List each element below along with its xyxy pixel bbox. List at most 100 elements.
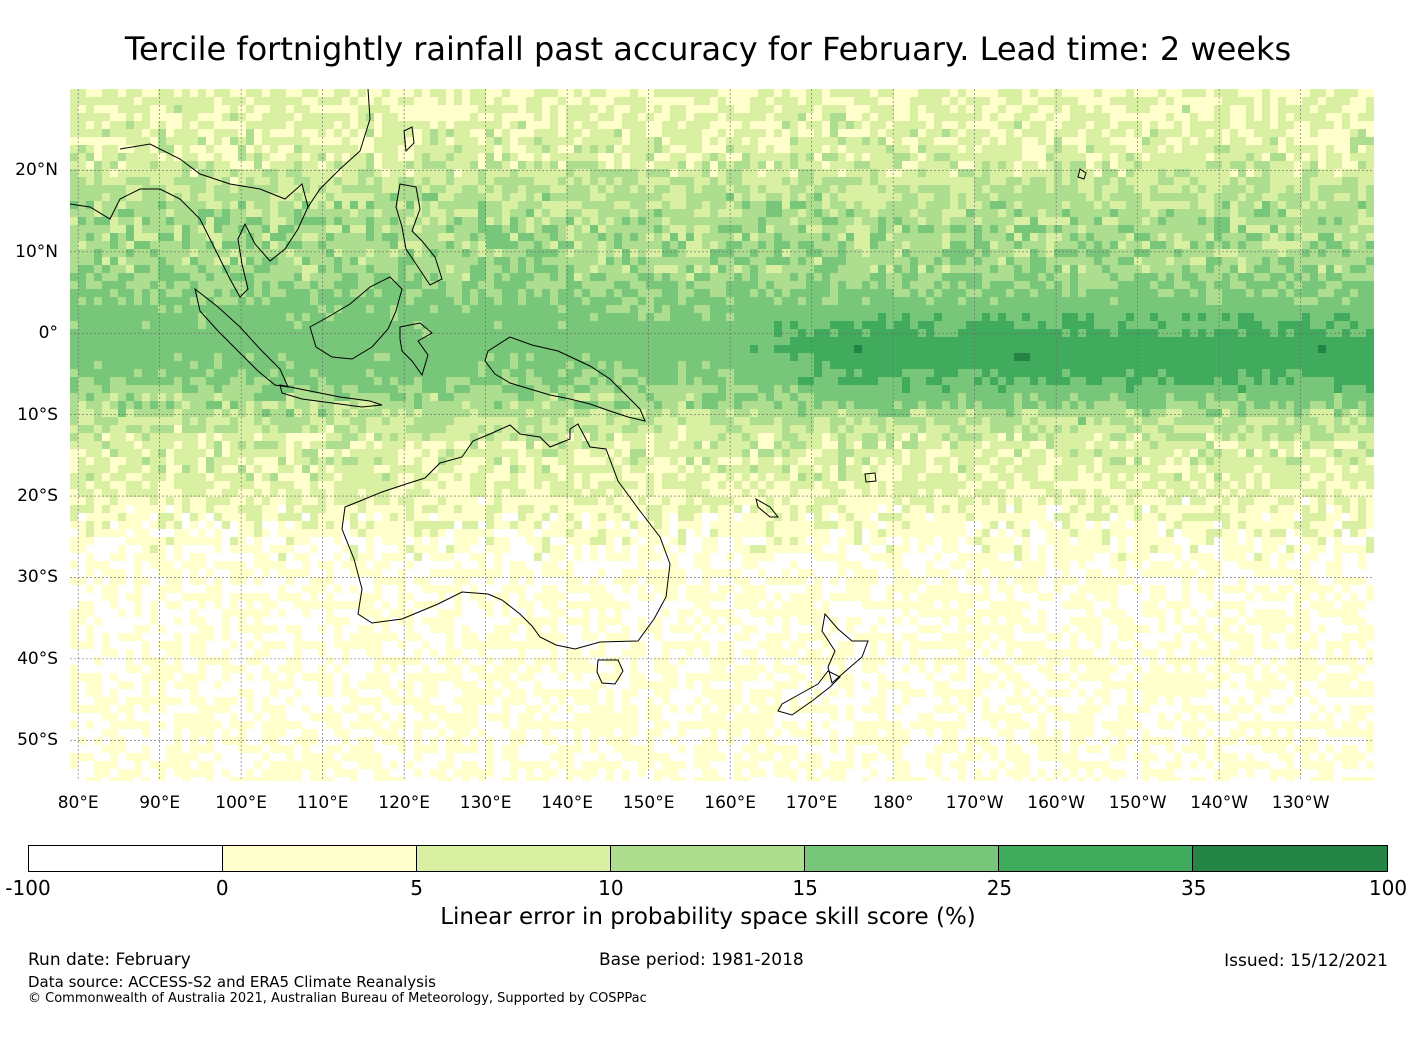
skill-cell [1126, 249, 1134, 257]
skill-cell [1038, 89, 1046, 97]
skill-cell [414, 217, 422, 225]
skill-cell [966, 129, 974, 137]
skill-cell [782, 121, 790, 129]
skill-cell [102, 249, 110, 257]
skill-cell [862, 321, 870, 329]
skill-cell [1230, 297, 1238, 305]
skill-cell [1038, 145, 1046, 153]
skill-cell [382, 137, 390, 145]
skill-cell [398, 89, 406, 97]
skill-cell [86, 185, 94, 193]
skill-cell [1342, 241, 1350, 249]
skill-cell [134, 209, 142, 217]
skill-cell [846, 105, 854, 113]
skill-cell [870, 129, 878, 137]
skill-cell [1126, 89, 1134, 97]
skill-cell [1166, 305, 1174, 313]
skill-cell [518, 209, 526, 217]
skill-cell [702, 233, 710, 241]
skill-cell [510, 321, 518, 329]
skill-cell [1142, 241, 1150, 249]
skill-cell [710, 209, 718, 217]
skill-cell [974, 121, 982, 129]
skill-cell [454, 273, 462, 281]
skill-cell [1046, 177, 1054, 185]
skill-cell [206, 89, 214, 97]
skill-cell [582, 225, 590, 233]
skill-cell [398, 305, 406, 313]
skill-cell [958, 257, 966, 265]
skill-cell [358, 241, 366, 249]
skill-cell [390, 265, 398, 273]
skill-cell [1142, 153, 1150, 161]
skill-cell [70, 289, 78, 297]
skill-cell [414, 313, 422, 321]
skill-cell [150, 137, 158, 145]
skill-cell [614, 281, 622, 289]
skill-cell [1206, 177, 1214, 185]
skill-cell [894, 289, 902, 297]
skill-cell [214, 185, 222, 193]
skill-cell [534, 281, 542, 289]
skill-cell [614, 169, 622, 177]
skill-cell [1366, 217, 1374, 225]
skill-cell [878, 209, 886, 217]
skill-cell [918, 153, 926, 161]
skill-cell [638, 177, 646, 185]
skill-cell [662, 169, 670, 177]
skill-cell [166, 241, 174, 249]
skill-cell [814, 97, 822, 105]
skill-cell [150, 265, 158, 273]
skill-cell [1310, 121, 1318, 129]
skill-cell [1062, 121, 1070, 129]
skill-cell [1046, 201, 1054, 209]
skill-cell [926, 193, 934, 201]
skill-cell [670, 209, 678, 217]
skill-cell [414, 153, 422, 161]
skill-cell [1366, 313, 1374, 321]
skill-cell [406, 161, 414, 169]
skill-cell [1214, 145, 1222, 153]
skill-cell [1110, 297, 1118, 305]
skill-cell [950, 137, 958, 145]
skill-cell [1326, 145, 1334, 153]
skill-cell [158, 265, 166, 273]
skill-cell [1158, 97, 1166, 105]
skill-cell [1358, 233, 1366, 241]
skill-cell [598, 153, 606, 161]
skill-cell [478, 217, 486, 225]
skill-cell [654, 89, 662, 97]
skill-cell [662, 217, 670, 225]
skill-cell [814, 321, 822, 329]
skill-cell [998, 137, 1006, 145]
skill-cell [430, 273, 438, 281]
skill-cell [734, 289, 742, 297]
skill-cell [110, 257, 118, 265]
skill-cell [406, 241, 414, 249]
skill-cell [638, 97, 646, 105]
skill-cell [574, 289, 582, 297]
skill-cell [1062, 273, 1070, 281]
skill-cell [1190, 305, 1198, 313]
skill-cell [846, 321, 854, 329]
skill-cell [1038, 265, 1046, 273]
skill-cell [382, 185, 390, 193]
skill-cell [934, 281, 942, 289]
skill-cell [1270, 169, 1278, 177]
skill-cell [1166, 97, 1174, 105]
skill-cell [582, 257, 590, 265]
skill-cell [214, 161, 222, 169]
skill-cell [886, 153, 894, 161]
skill-cell [958, 153, 966, 161]
skill-cell [566, 217, 574, 225]
skill-cell [654, 153, 662, 161]
skill-cell [942, 153, 950, 161]
skill-cell [318, 313, 326, 321]
skill-cell [670, 297, 678, 305]
skill-cell [614, 313, 622, 321]
skill-cell [134, 257, 142, 265]
skill-cell [1070, 137, 1078, 145]
skill-cell [222, 185, 230, 193]
skill-cell [94, 113, 102, 121]
skill-cell [166, 297, 174, 305]
